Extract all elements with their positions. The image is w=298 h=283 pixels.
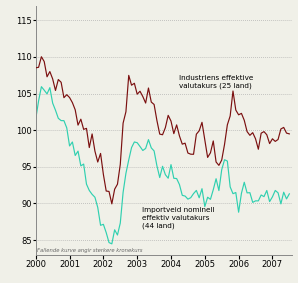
Text: Industriens effektive
valutakurs (25 land): Industriens effektive valutakurs (25 lan…: [179, 75, 254, 89]
Text: Importveid nominell
effektiv valutakurs
(44 land): Importveid nominell effektiv valutakurs …: [142, 207, 215, 229]
Text: Fallende kurve angir sterkere kronekurs: Fallende kurve angir sterkere kronekurs: [38, 248, 143, 252]
